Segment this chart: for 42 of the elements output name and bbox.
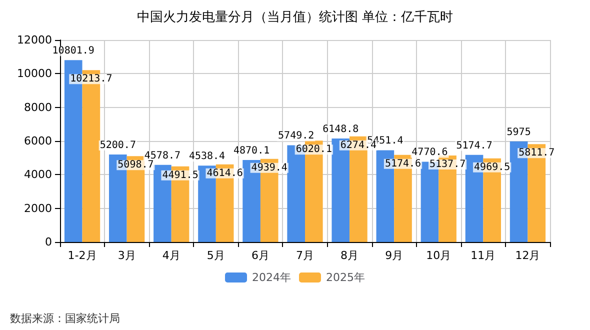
x-tick-label: 3月 <box>118 249 136 262</box>
y-tick-label: 2000 <box>24 202 52 215</box>
chart-title: 中国火力发电量分月（当月值）统计图 单位：亿千瓦时 <box>136 10 454 25</box>
data-label: 10213.7 <box>70 74 112 85</box>
x-tick-label: 5月 <box>206 249 225 262</box>
source-note: 数据来源：国家统计局 <box>10 312 120 325</box>
y-tick-label: 6000 <box>24 134 52 148</box>
x-tick-label: 12月 <box>515 249 540 262</box>
data-label: 4491.5 <box>162 170 198 181</box>
x-tick-label: 6月 <box>251 249 270 262</box>
data-label: 4770.6 <box>412 147 448 158</box>
data-label: 5200.7 <box>100 140 136 151</box>
data-label: 5975 <box>506 126 531 138</box>
data-label: 5749.2 <box>278 130 314 142</box>
x-tick-label: 7月 <box>296 249 314 262</box>
data-label: 5137.7 <box>429 159 466 170</box>
data-label: 4614.6 <box>206 168 243 179</box>
data-label: 5174.6 <box>384 158 422 170</box>
x-tick-label: 4月 <box>162 249 180 262</box>
legend-label: 2024年 <box>252 271 292 284</box>
data-label: 4939.4 <box>251 162 288 174</box>
data-label: 5811.7 <box>518 148 555 159</box>
y-tick-label: 8000 <box>24 100 52 114</box>
legend-label: 2025年 <box>326 271 365 284</box>
x-tick-label: 10月 <box>426 249 452 262</box>
y-tick-label: 0 <box>45 236 52 248</box>
data-label: 6020.1 <box>296 144 332 156</box>
y-tick-label: 4000 <box>24 168 52 182</box>
data-label: 4578.7 <box>144 150 181 162</box>
data-label: 4969.5 <box>474 162 510 173</box>
x-tick-label: 8月 <box>340 249 359 262</box>
x-tick-label: 9月 <box>385 249 404 262</box>
data-label: 6148.8 <box>322 124 359 135</box>
data-label: 4870.1 <box>233 146 270 157</box>
y-tick-label: 10000 <box>17 67 52 80</box>
data-label: 4538.4 <box>188 151 226 162</box>
x-tick-label: 11月 <box>470 249 496 262</box>
x-tick-label: 1-2月 <box>68 249 97 262</box>
data-label: 5174.7 <box>456 140 492 152</box>
y-tick-label: 12000 <box>17 34 52 46</box>
data-label: 10801.9 <box>52 46 94 57</box>
data-label: 5098.7 <box>118 160 154 171</box>
